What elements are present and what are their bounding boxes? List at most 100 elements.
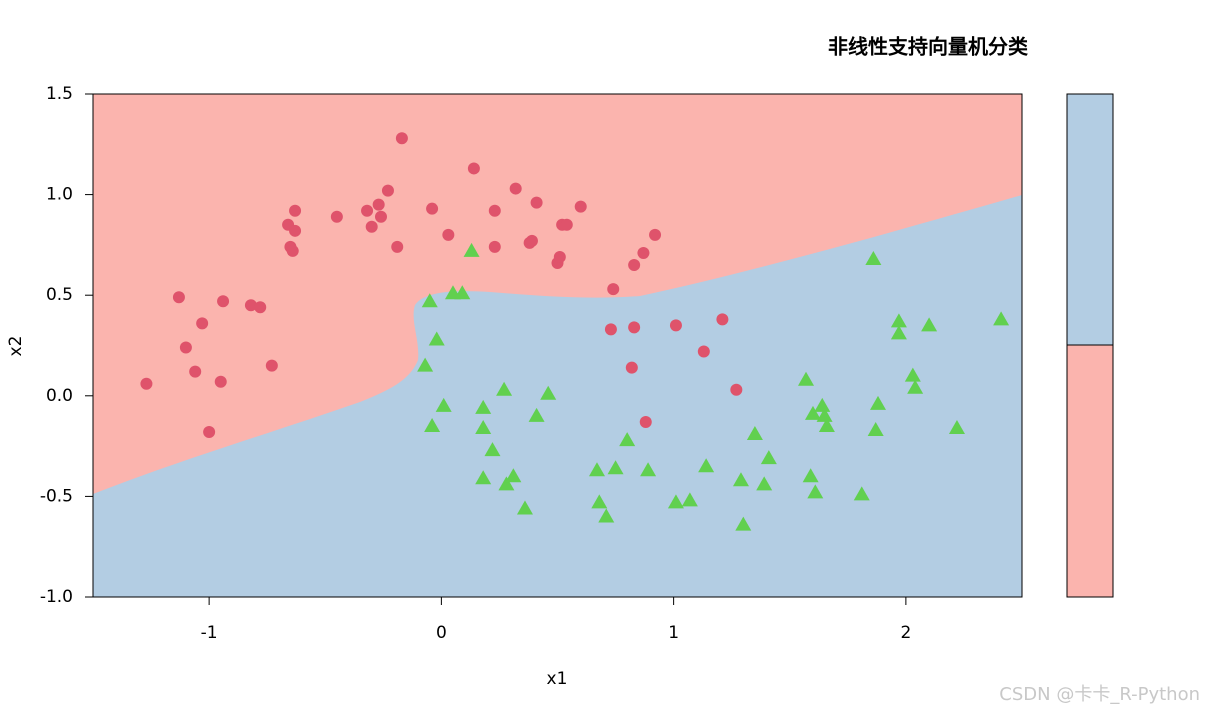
- key-swatch: [1066, 93, 1114, 346]
- point: [816, 407, 833, 422]
- point: [948, 419, 965, 434]
- point: [289, 224, 302, 237]
- point: [756, 476, 773, 491]
- point: [428, 331, 445, 346]
- point: [649, 228, 662, 241]
- point: [140, 377, 153, 390]
- x-tick-label: 0: [436, 623, 447, 643]
- point: [426, 202, 439, 215]
- point: [814, 397, 831, 412]
- point: [607, 460, 624, 475]
- y-tick-label: 0.5: [46, 285, 73, 305]
- point: [853, 486, 870, 501]
- point: [591, 494, 608, 509]
- point: [735, 516, 752, 531]
- point: [516, 500, 533, 515]
- point: [214, 375, 227, 388]
- point: [421, 293, 438, 308]
- point: [540, 385, 557, 400]
- point: [435, 397, 452, 412]
- point: [244, 299, 257, 312]
- point: [475, 419, 492, 434]
- point: [496, 381, 513, 396]
- y-tick-label: -0.5: [40, 486, 73, 506]
- plot-frame: [92, 93, 1023, 598]
- point: [698, 458, 715, 473]
- point: [607, 283, 620, 296]
- point: [475, 399, 492, 414]
- point: [286, 244, 299, 257]
- point: [467, 162, 480, 175]
- point: [442, 228, 455, 241]
- point: [395, 132, 408, 145]
- point: [730, 383, 743, 396]
- point: [697, 345, 710, 358]
- point: [907, 379, 924, 394]
- point: [330, 210, 343, 223]
- point: [475, 470, 492, 485]
- point: [560, 218, 573, 231]
- point: [890, 313, 907, 328]
- point: [993, 311, 1010, 326]
- y-tick-label: 1.5: [46, 84, 73, 104]
- point: [509, 182, 522, 195]
- point: [746, 426, 763, 441]
- point: [732, 472, 749, 487]
- point: [179, 341, 192, 354]
- y-tick-label: 0.0: [46, 386, 73, 406]
- point: [760, 450, 777, 465]
- point: [921, 317, 938, 332]
- point: [604, 323, 617, 336]
- point: [381, 184, 394, 197]
- y-tick-label: 1.0: [46, 185, 73, 205]
- point: [488, 240, 501, 253]
- point: [804, 405, 821, 420]
- point: [667, 494, 684, 509]
- point: [574, 200, 587, 213]
- point: [505, 468, 522, 483]
- watermark: CSDN @卡卡_R-Python: [999, 684, 1200, 705]
- point: [807, 484, 824, 499]
- point: [361, 204, 374, 217]
- point: [254, 301, 267, 314]
- point: [372, 198, 385, 211]
- point: [628, 259, 641, 272]
- point: [598, 508, 615, 523]
- point: [681, 492, 698, 507]
- x-tick-label: -1: [201, 623, 218, 643]
- point: [553, 250, 566, 263]
- point: [867, 422, 884, 437]
- point: [904, 367, 921, 382]
- point: [525, 234, 538, 247]
- y-axis-label: x2: [6, 336, 26, 357]
- point: [865, 250, 882, 265]
- point: [265, 359, 278, 372]
- point: [417, 357, 434, 372]
- point: [716, 313, 729, 326]
- point: [640, 462, 657, 477]
- region-class-1: [93, 94, 1022, 494]
- point: [802, 468, 819, 483]
- point: [463, 242, 480, 257]
- x-tick-label: 1: [668, 623, 679, 643]
- point: [488, 204, 501, 217]
- point: [196, 317, 209, 330]
- point: [424, 417, 441, 432]
- point: [637, 246, 650, 259]
- point: [172, 291, 185, 304]
- point: [669, 319, 682, 332]
- point: [217, 295, 230, 308]
- point: [619, 432, 636, 447]
- point: [189, 365, 202, 378]
- point: [528, 407, 545, 422]
- point: [588, 462, 605, 477]
- x-axis-label: x1: [547, 669, 568, 689]
- point: [484, 442, 501, 457]
- point: [498, 476, 515, 491]
- point: [289, 204, 302, 217]
- point: [628, 321, 641, 334]
- point: [625, 361, 638, 374]
- point: [639, 415, 652, 428]
- y-tick-label: -1.0: [40, 587, 73, 607]
